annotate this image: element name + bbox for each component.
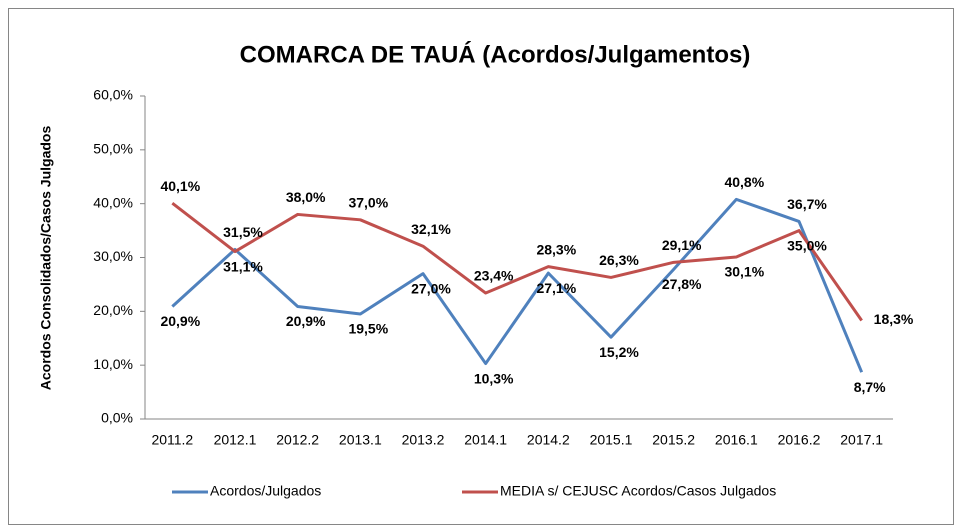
y-axis-label: Acordos Consolidados/Casos Julgados: [38, 126, 54, 391]
data-label: 10,3%: [474, 370, 514, 386]
x-tick-label: 2016.2: [778, 432, 821, 448]
y-tick-label: 20,0%: [93, 302, 133, 318]
series-line: [171, 197, 864, 373]
data-label: 36,7%: [787, 196, 827, 212]
series-line: [171, 201, 863, 322]
y-tick-label: 10,0%: [93, 356, 133, 372]
x-tick-label: 2013.1: [339, 432, 382, 448]
chart-title: COMARCA DE TAUÁ (Acordos/Julgamentos): [240, 40, 751, 68]
data-label: 26,3%: [599, 252, 639, 268]
x-tick-label: 2016.1: [715, 432, 758, 448]
chart-frame: [8, 8, 954, 525]
data-label: 23,4%: [474, 268, 514, 284]
x-tick-label: 2014.2: [527, 432, 570, 448]
y-tick-label: 60,0%: [93, 87, 133, 103]
data-label: 37,0%: [348, 195, 388, 211]
data-label: 38,0%: [286, 189, 326, 205]
x-tick-label: 2012.1: [214, 432, 257, 448]
legend-label: MEDIA s/ CEJUSC Acordos/Casos Julgados: [500, 483, 776, 499]
data-label: 18,3%: [874, 311, 914, 327]
data-label: 20,9%: [160, 313, 200, 329]
x-tick-label: 2014.1: [464, 432, 507, 448]
data-label: 28,3%: [536, 241, 576, 257]
data-label: 20,9%: [286, 313, 326, 329]
x-tick-label: 2015.1: [590, 432, 633, 448]
data-label: 40,8%: [724, 174, 764, 190]
x-tick-label: 2015.2: [652, 432, 695, 448]
data-label: 8,7%: [854, 379, 886, 395]
data-label: 15,2%: [599, 344, 639, 360]
y-tick-label: 40,0%: [93, 194, 133, 210]
data-label: 40,1%: [160, 178, 200, 194]
legend-label: Acordos/Julgados: [210, 483, 321, 499]
y-tick-label: 0,0%: [101, 410, 133, 426]
x-tick-label: 2013.2: [402, 432, 445, 448]
data-label: 19,5%: [348, 321, 388, 337]
y-tick-label: 50,0%: [93, 141, 133, 157]
data-label: 27,1%: [536, 280, 576, 296]
data-label: 29,1%: [662, 237, 702, 253]
y-tick-label: 30,0%: [93, 248, 133, 264]
data-label: 32,1%: [411, 221, 451, 237]
data-label: 27,0%: [411, 280, 451, 296]
x-tick-label: 2012.2: [276, 432, 319, 448]
data-label: 30,1%: [724, 264, 764, 280]
x-tick-label: 2017.1: [840, 432, 883, 448]
data-label: 27,8%: [662, 276, 702, 292]
data-label: 35,0%: [787, 237, 827, 253]
data-label: 31,1%: [223, 258, 263, 274]
x-tick-label: 2011.2: [151, 432, 193, 448]
data-label: 31,5%: [223, 224, 263, 240]
